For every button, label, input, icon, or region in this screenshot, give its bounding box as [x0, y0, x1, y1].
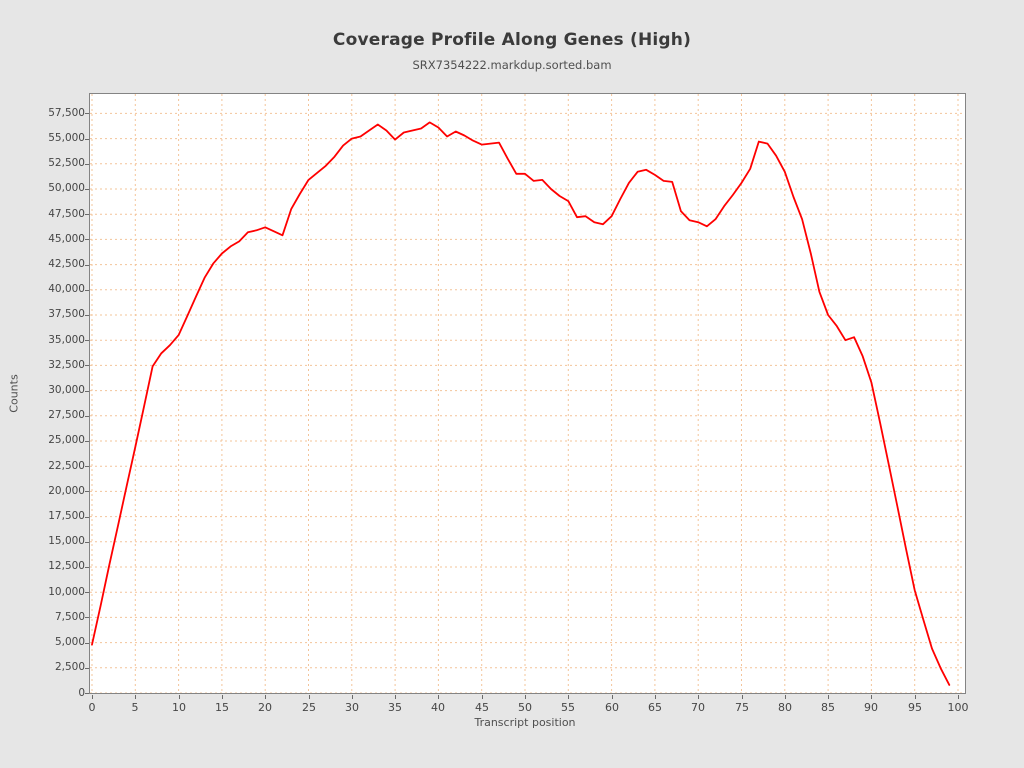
x-tick-mark: [698, 695, 699, 699]
x-tick-mark: [568, 695, 569, 699]
y-tick-mark: [85, 693, 89, 694]
y-tick-label: 32,500: [48, 359, 85, 371]
x-tick-label: 80: [778, 701, 792, 714]
y-tick-mark: [85, 239, 89, 240]
y-tick-label: 15,000: [48, 535, 85, 547]
y-tick-mark: [85, 164, 89, 165]
y-tick-label: 50,000: [48, 182, 85, 194]
x-tick-label: 0: [88, 701, 96, 714]
x-tick-label: 65: [648, 701, 662, 714]
x-tick-mark: [871, 695, 872, 699]
y-tick-mark: [85, 491, 89, 492]
x-tick-mark: [135, 695, 136, 699]
x-axis-title: Transcript position: [474, 716, 576, 729]
x-tick-label: 85: [821, 701, 835, 714]
y-tick-mark: [85, 416, 89, 417]
y-tick-label: 55,000: [48, 132, 85, 144]
x-tick-label: 75: [735, 701, 749, 714]
y-tick-label: 10,000: [48, 586, 85, 598]
y-tick-mark: [85, 542, 89, 543]
y-tick-mark: [85, 189, 89, 190]
x-tick-label: 70: [691, 701, 705, 714]
y-tick-mark: [85, 139, 89, 140]
y-tick-mark: [85, 567, 89, 568]
x-tick-mark: [265, 695, 266, 699]
x-tick-mark: [655, 695, 656, 699]
y-tick-label: 5,000: [54, 636, 85, 648]
y-tick-label: 20,000: [48, 485, 85, 497]
x-tick-label: 100: [947, 701, 969, 714]
y-axis-title: Counts: [7, 374, 21, 413]
x-tick-mark: [309, 695, 310, 699]
y-tick-label: 52,500: [48, 157, 85, 169]
y-tick-label: 30,000: [48, 384, 85, 396]
chart-subtitle: SRX7354222.markdup.sorted.bam: [412, 58, 612, 72]
y-tick-mark: [85, 617, 89, 618]
y-tick-label: 17,500: [48, 510, 85, 522]
x-tick-label: 95: [908, 701, 922, 714]
x-tick-mark: [958, 695, 959, 699]
y-tick-mark: [85, 668, 89, 669]
x-tick-mark: [395, 695, 396, 699]
y-tick-mark: [85, 441, 89, 442]
x-tick-label: 35: [388, 701, 402, 714]
x-tick-mark: [179, 695, 180, 699]
y-tick-mark: [85, 113, 89, 114]
y-tick-label: 45,000: [48, 233, 85, 245]
x-tick-mark: [785, 695, 786, 699]
x-tick-label: 40: [431, 701, 445, 714]
x-tick-label: 10: [172, 701, 186, 714]
plot-area: [89, 93, 966, 694]
y-tick-label: 12,500: [48, 560, 85, 572]
x-tick-mark: [742, 695, 743, 699]
y-tick-label: 27,500: [48, 409, 85, 421]
x-tick-label: 15: [215, 701, 229, 714]
x-tick-mark: [525, 695, 526, 699]
y-tick-label: 22,500: [48, 460, 85, 472]
x-tick-mark: [222, 695, 223, 699]
y-tick-mark: [85, 466, 89, 467]
y-tick-mark: [85, 643, 89, 644]
x-tick-mark: [915, 695, 916, 699]
y-tick-mark: [85, 315, 89, 316]
y-tick-label: 25,000: [48, 434, 85, 446]
plot-canvas: [89, 93, 966, 694]
x-tick-mark: [482, 695, 483, 699]
x-tick-label: 90: [864, 701, 878, 714]
y-tick-mark: [85, 592, 89, 593]
y-tick-label: 37,500: [48, 308, 85, 320]
x-tick-mark: [352, 695, 353, 699]
x-tick-label: 5: [131, 701, 139, 714]
coverage-line: [91, 121, 951, 686]
y-tick-mark: [85, 265, 89, 266]
x-tick-label: 45: [475, 701, 489, 714]
x-tick-label: 30: [345, 701, 359, 714]
y-tick-label: 2,500: [54, 661, 85, 673]
y-tick-label: 57,500: [48, 107, 85, 119]
x-tick-mark: [92, 695, 93, 699]
y-tick-label: 7,500: [54, 611, 85, 623]
x-tick-label: 60: [605, 701, 619, 714]
x-tick-mark: [438, 695, 439, 699]
y-tick-mark: [85, 290, 89, 291]
x-tick-label: 50: [518, 701, 532, 714]
y-tick-mark: [85, 214, 89, 215]
y-tick-mark: [85, 517, 89, 518]
y-tick-mark: [85, 365, 89, 366]
x-tick-mark: [612, 695, 613, 699]
y-tick-mark: [85, 391, 89, 392]
y-tick-label: 0: [78, 687, 85, 699]
x-tick-mark: [828, 695, 829, 699]
x-tick-label: 20: [258, 701, 272, 714]
y-tick-label: 47,500: [48, 208, 85, 220]
y-tick-label: 35,000: [48, 334, 85, 346]
y-tick-mark: [85, 340, 89, 341]
y-tick-label: 40,000: [48, 283, 85, 295]
x-tick-label: 25: [302, 701, 316, 714]
x-tick-label: 55: [561, 701, 575, 714]
chart-title: Coverage Profile Along Genes (High): [332, 30, 692, 50]
y-tick-label: 42,500: [48, 258, 85, 270]
